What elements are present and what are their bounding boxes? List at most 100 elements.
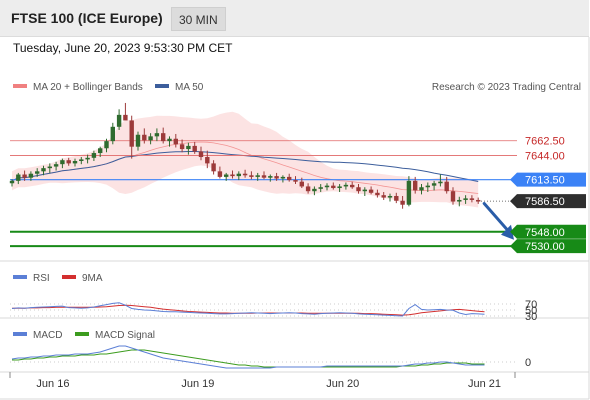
candle [186, 142, 191, 155]
candle-body [242, 173, 248, 176]
candle-body [381, 195, 386, 198]
candle [293, 176, 298, 185]
candle [324, 183, 330, 191]
current-price-label: 7613.50 [525, 175, 565, 187]
candle-body [413, 180, 418, 191]
candle-body [268, 176, 273, 178]
candle [205, 150, 210, 169]
candle-body [387, 195, 393, 198]
candle-body [72, 160, 78, 164]
candle [368, 186, 374, 195]
candle [476, 197, 481, 204]
candle-body [192, 145, 197, 152]
candle [305, 183, 311, 194]
candle-body [135, 134, 141, 147]
candle [375, 189, 380, 198]
candle [129, 115, 134, 159]
candle [457, 196, 462, 207]
candle-body [450, 191, 456, 202]
candle [85, 154, 90, 164]
candle-body [9, 180, 15, 184]
candle-body [324, 185, 330, 188]
rsi-line [11, 302, 485, 317]
candle [16, 172, 21, 185]
x-tick-label: Jun 20 [326, 378, 359, 390]
candle [35, 168, 40, 177]
candle-body [129, 120, 134, 147]
candle [79, 157, 84, 165]
candle [350, 181, 355, 189]
candle [343, 182, 349, 190]
candle-body [293, 180, 298, 182]
rsi-tick-70: 70 [525, 299, 537, 311]
candle [104, 138, 109, 153]
candle [230, 170, 235, 179]
candle [179, 139, 185, 153]
candle [362, 187, 367, 196]
target-tag-7548-00 [510, 224, 586, 239]
candle [356, 184, 361, 194]
candle [198, 146, 204, 161]
candle [406, 176, 412, 207]
timeframe-badge[interactable]: 30 MIN [171, 7, 226, 31]
copyright-text: Research © 2023 Trading Central [432, 82, 581, 93]
candle [438, 174, 443, 187]
candle [381, 192, 386, 200]
candle-body [66, 160, 71, 164]
timestamp: Tuesday, June 20, 2023 9:53:30 PM CET [13, 41, 233, 55]
candle-body [261, 175, 267, 178]
pivot-tag [510, 194, 586, 209]
candle-body [47, 166, 52, 169]
candle-body [331, 185, 336, 189]
candle [66, 157, 71, 166]
candle [318, 184, 323, 193]
candle-body [312, 188, 317, 192]
target-label-7548-00: 7548.00 [525, 227, 565, 239]
candle-body [337, 186, 342, 189]
candle-body [230, 174, 235, 177]
ma50-legend-swatch [155, 84, 169, 88]
candle [463, 195, 468, 204]
candle-body [167, 138, 172, 142]
x-tick-label: Jun 21 [468, 378, 501, 390]
candle [261, 171, 267, 180]
candle [224, 172, 229, 181]
candle-body [154, 133, 160, 137]
candle-body [400, 200, 405, 205]
candle-body [299, 181, 304, 187]
candle [425, 182, 430, 193]
candle-body [123, 114, 128, 121]
candle [142, 128, 147, 144]
candle [413, 176, 418, 194]
candle [431, 180, 437, 191]
candle [249, 171, 254, 180]
candle [91, 150, 97, 161]
candle [110, 122, 115, 145]
candle [53, 161, 59, 171]
resistance-label-7644-00: 7644.00 [525, 150, 565, 162]
candle [167, 136, 172, 147]
candle [419, 184, 424, 195]
candle-body [444, 181, 449, 192]
target-tag-7530-00 [510, 239, 586, 254]
candle [211, 160, 216, 175]
candle-body [469, 198, 475, 200]
candle [161, 127, 166, 144]
current-price-tag [510, 172, 586, 187]
candle-body [394, 195, 399, 201]
candle [123, 102, 128, 121]
bollinger-legend-label: MA 20 + Bollinger Bands [33, 82, 143, 93]
candle [9, 179, 15, 187]
rsi-legend-swatch [13, 275, 27, 279]
candle-body [375, 192, 380, 196]
candle-body [28, 173, 34, 178]
candle [148, 133, 153, 145]
candle [116, 109, 122, 130]
candle-body [368, 189, 374, 193]
x-tick-label: Jun 16 [36, 378, 69, 390]
instrument-title: FTSE 100 (ICE Europe) [11, 10, 163, 26]
candle-body [362, 189, 367, 192]
candle [98, 146, 103, 158]
rsi-ma-legend-swatch [62, 275, 76, 279]
